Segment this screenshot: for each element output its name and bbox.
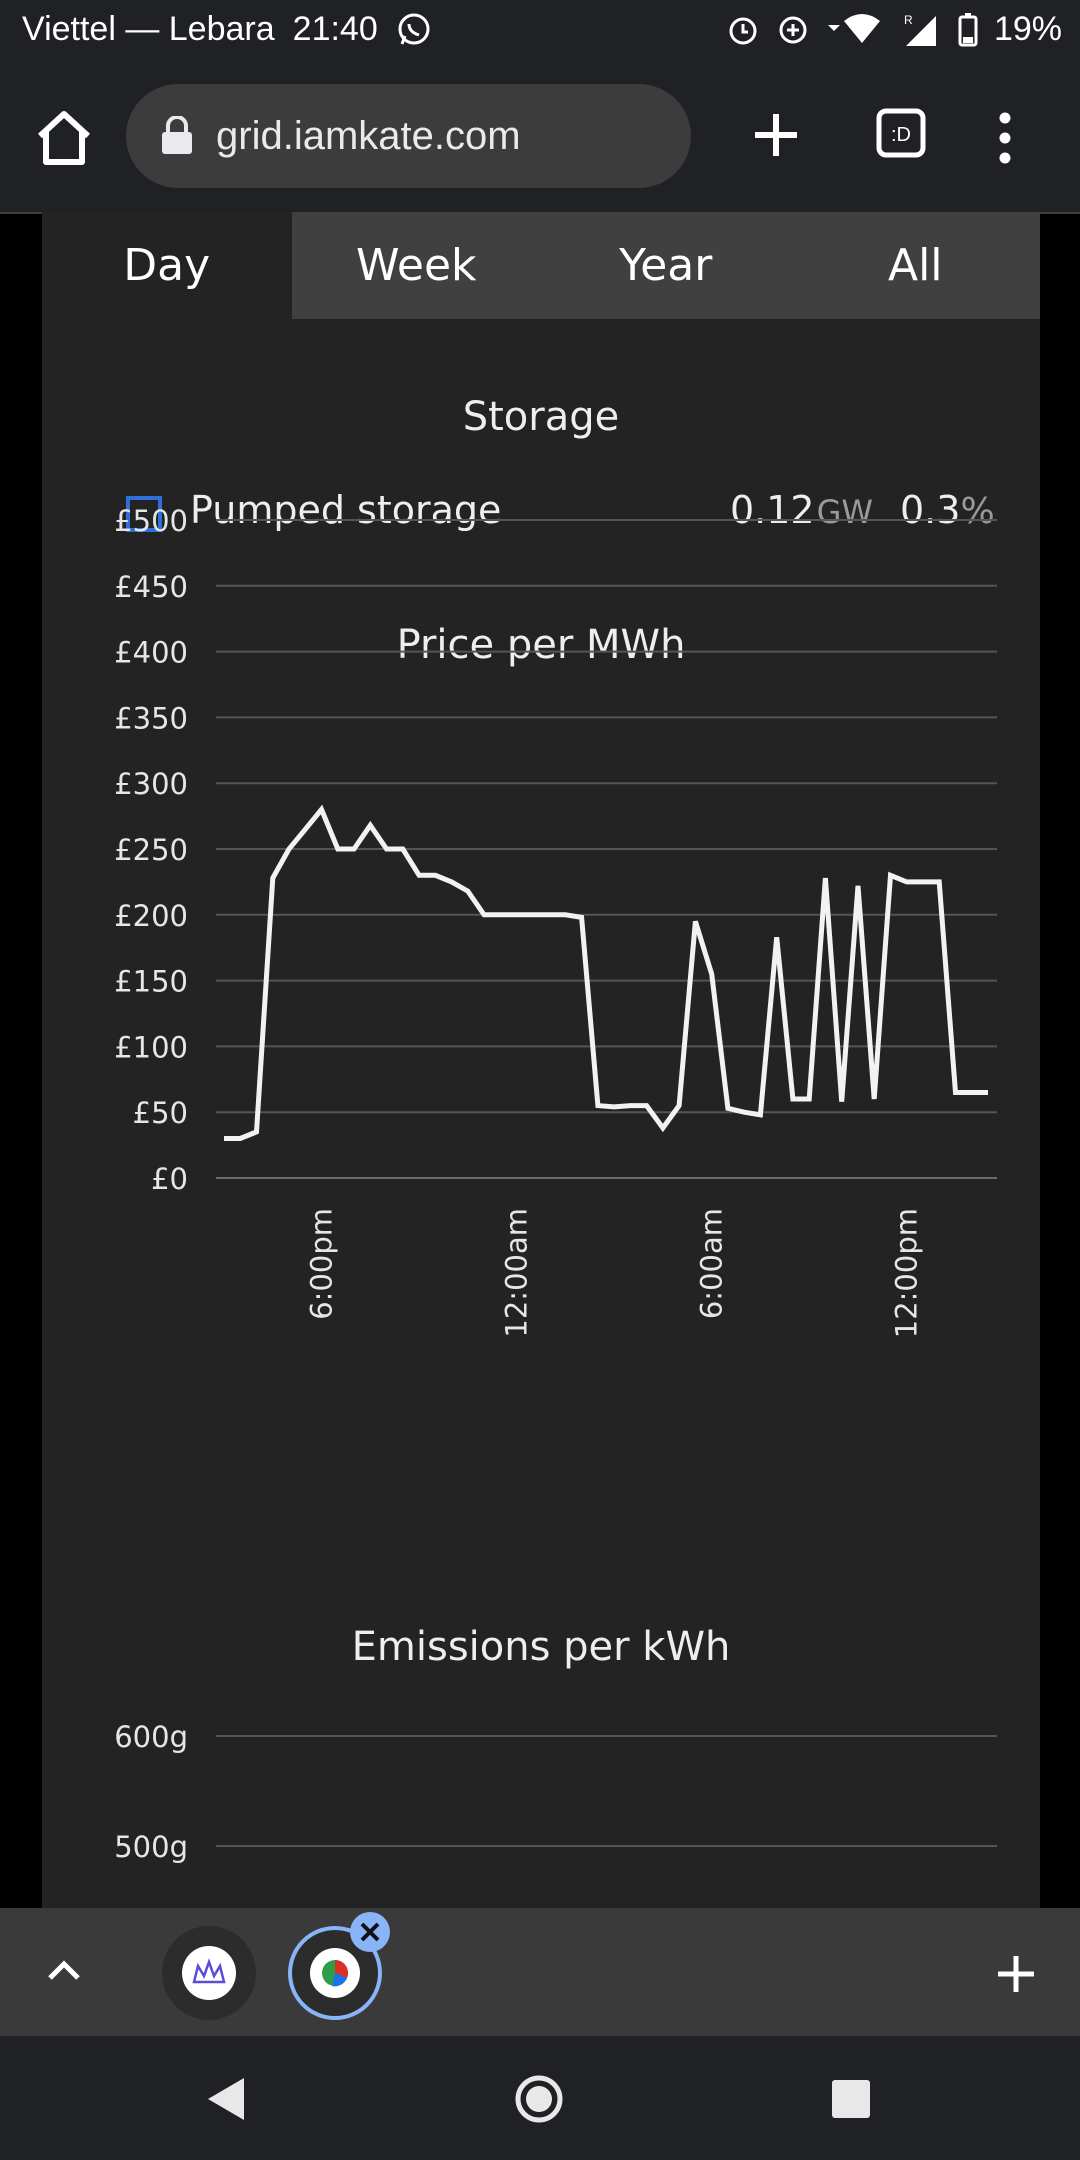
storage-item-label: Pumped storage xyxy=(190,488,502,532)
emissions-chart: 500g 600g xyxy=(114,1720,997,1864)
browser-toolbar: grid.iamkate.com :D xyxy=(0,64,1080,214)
site-favicon xyxy=(182,1946,236,2000)
carrier-label: Viettel — Lebara xyxy=(22,10,275,48)
tab-year[interactable]: Year xyxy=(541,212,791,319)
price-chart-title: Price per MWh xyxy=(396,622,686,668)
storage-value: 0.12GW xyxy=(730,488,873,532)
data-saver-icon xyxy=(776,13,810,47)
more-vert-icon xyxy=(999,112,1011,164)
pie-chart-icon xyxy=(322,1960,348,1987)
battery-icon xyxy=(958,12,978,47)
home-icon xyxy=(37,111,91,165)
price-y-tick-label: £150 xyxy=(114,965,188,999)
page-content: Day Week Year All Storage Pumped storage… xyxy=(42,212,1040,1908)
storage-title: Storage xyxy=(462,394,620,440)
tab-thumbnail-1[interactable] xyxy=(162,1926,256,2020)
alarm-icon xyxy=(726,13,760,47)
price-y-tick-label: £200 xyxy=(114,899,188,933)
range-tabs: Day Week Year All xyxy=(42,212,1040,319)
url-text: grid.iamkate.com xyxy=(216,113,521,158)
price-y-tick-label: £500 xyxy=(114,504,188,538)
back-button[interactable] xyxy=(202,2074,248,2128)
close-tab-button[interactable] xyxy=(350,1912,390,1952)
storage-unit: GW xyxy=(816,493,874,531)
overflow-menu-button[interactable] xyxy=(990,108,1020,168)
price-x-tick-label: 6:00pm xyxy=(305,1208,339,1320)
wifi-icon xyxy=(826,13,886,47)
price-y-tick-label: £250 xyxy=(114,833,188,867)
whatsapp-icon xyxy=(396,12,432,48)
add-tab-button[interactable] xyxy=(994,1952,1038,1996)
home-nav-button[interactable] xyxy=(514,2074,564,2128)
tab-switcher-icon: :D xyxy=(876,108,926,158)
price-x-tick-label: 6:00am xyxy=(695,1208,729,1319)
tab-all[interactable]: All xyxy=(790,212,1040,319)
emissions-chart-title: Emissions per kWh xyxy=(351,1624,731,1670)
price-y-tick-label: £100 xyxy=(114,1030,188,1064)
price-y-tick-label: £400 xyxy=(114,636,188,670)
plus-icon xyxy=(998,1956,1034,1992)
price-y-tick-label: £450 xyxy=(114,570,188,604)
tab-day[interactable]: Day xyxy=(42,212,292,319)
close-icon xyxy=(360,1922,380,1942)
recents-button[interactable] xyxy=(830,2078,872,2124)
back-triangle-icon xyxy=(208,2078,244,2120)
address-bar[interactable]: grid.iamkate.com xyxy=(126,84,691,188)
home-button[interactable] xyxy=(30,104,98,172)
emissions-y-tick-label: 500g xyxy=(114,1830,188,1864)
chevron-up-icon xyxy=(48,1960,80,1980)
price-y-tick-label: £350 xyxy=(114,701,188,735)
grid-favicon xyxy=(310,1948,360,1998)
price-y-tick-label: £50 xyxy=(133,1096,188,1130)
price-chart: £0 £50 £100 £150 £200 £250 £300 £350 £400 £450 £50… xyxy=(114,504,997,1338)
price-x-tick-label: 12:00am xyxy=(500,1208,534,1338)
storage-percent-number: 0.3 xyxy=(900,488,961,532)
storage-value-number: 0.12 xyxy=(730,488,815,532)
price-y-tick-label: £300 xyxy=(114,767,188,801)
tab-switcher-button[interactable]: :D xyxy=(876,108,926,158)
lock-icon xyxy=(162,116,192,154)
plus-icon xyxy=(755,114,797,156)
price-x-tick-label: 12:00pm xyxy=(890,1208,924,1338)
tab-switcher-label: :D xyxy=(891,124,911,146)
clock: 21:40 xyxy=(292,10,378,48)
pumped-storage-checkbox[interactable] xyxy=(126,496,162,532)
home-circle-icon xyxy=(515,2075,563,2123)
signal-icon: R xyxy=(902,12,942,48)
storage-percent: 0.3% xyxy=(900,488,995,532)
battery-level: 19% xyxy=(993,10,1062,48)
new-tab-button[interactable] xyxy=(745,104,807,166)
expand-tabs-button[interactable] xyxy=(44,1954,84,1986)
storage-row: Pumped storage 0.12GW 0.3% xyxy=(126,488,1006,548)
svg-text:R: R xyxy=(904,13,913,27)
system-nav-bar xyxy=(0,2036,1080,2160)
price-y-tick-label: £0 xyxy=(151,1162,188,1196)
price-series-line xyxy=(224,804,988,1141)
emissions-y-tick-label: 600g xyxy=(114,1720,188,1754)
tab-strip xyxy=(0,1908,1080,2038)
crown-logo-icon xyxy=(192,1958,226,1984)
status-bar: Viettel — Lebara 21:40 R 19% xyxy=(0,0,1080,64)
storage-percent-sign: % xyxy=(960,491,995,532)
tab-week[interactable]: Week xyxy=(291,212,541,319)
recents-square-icon xyxy=(832,2080,870,2118)
